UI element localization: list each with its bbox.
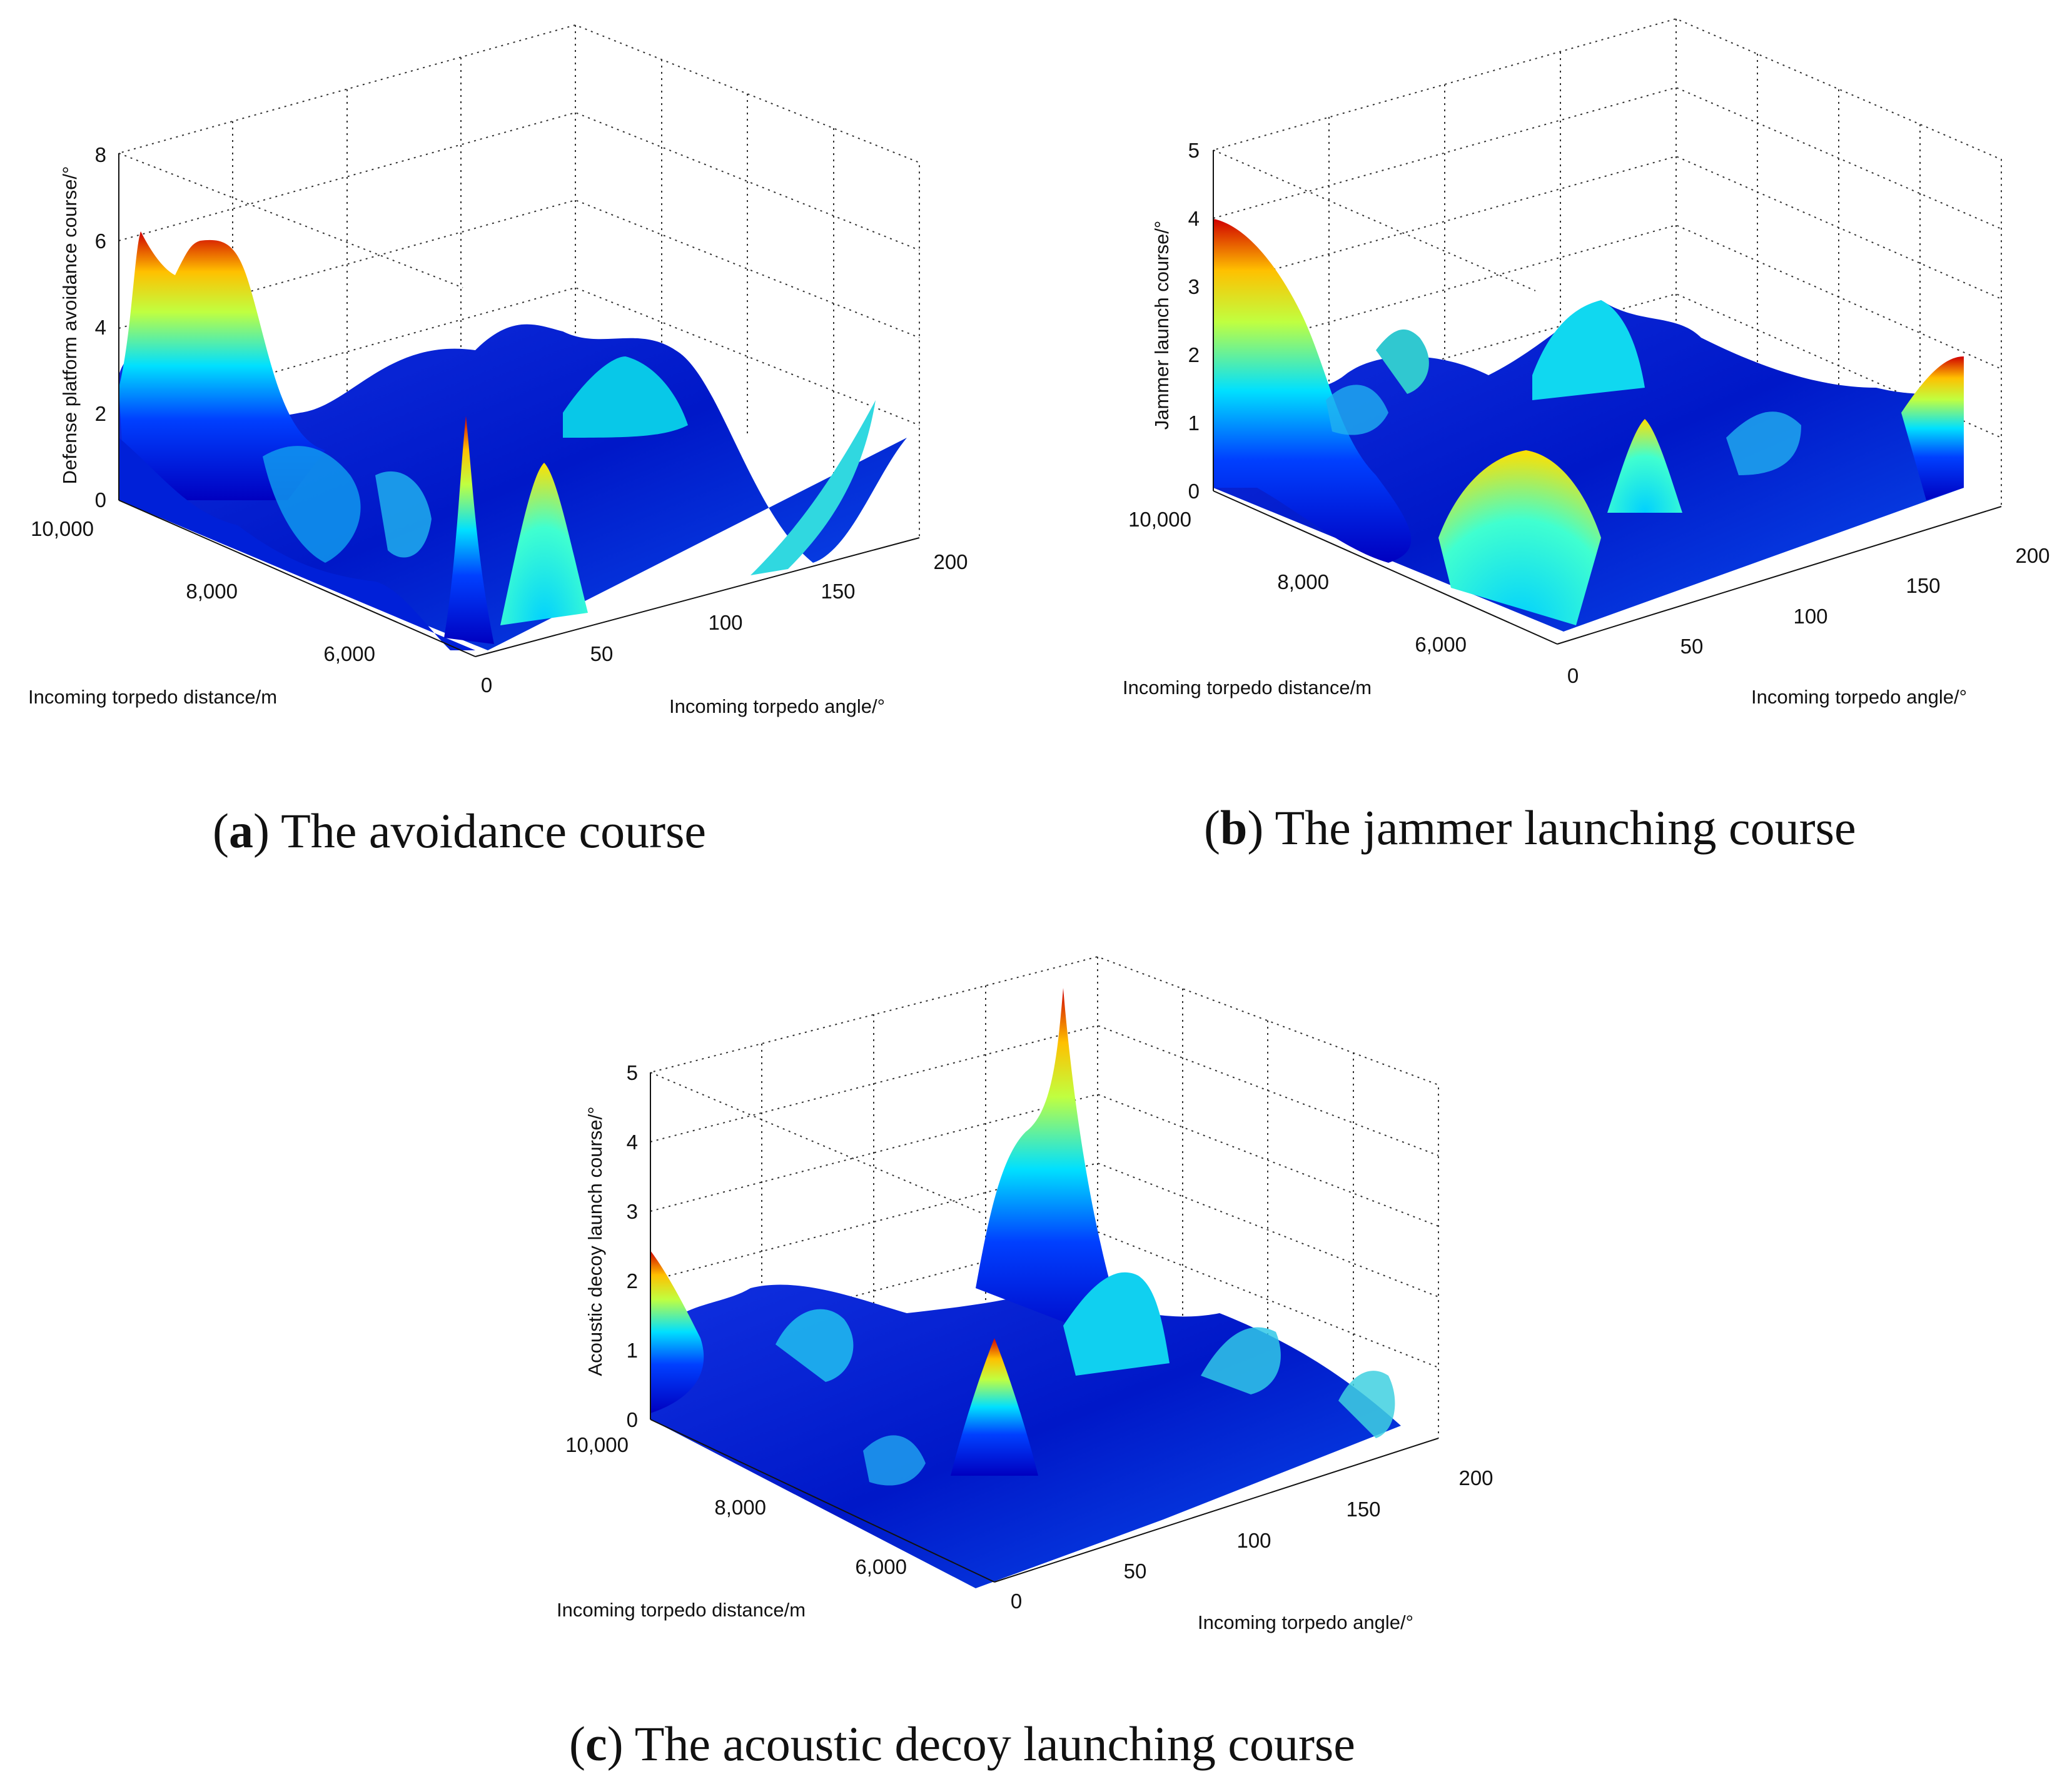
chart-c-y-ticks: 10,000 8,000 6,000	[565, 1433, 907, 1578]
chart-b-axes	[1213, 150, 2002, 645]
z-tick: 0	[95, 488, 106, 512]
caption-a: (a) The avoidance course	[213, 804, 706, 858]
z-tick: 2	[1188, 343, 1200, 366]
chart-c-axes	[650, 1072, 1439, 1583]
x-tick: 150	[1906, 574, 1940, 597]
chart-c-y-label: Incoming torpedo distance/m	[557, 1599, 806, 1621]
y-tick: 6,000	[855, 1555, 907, 1578]
chart-b-x-ticks: 0 50 100 150 200	[1567, 544, 2050, 687]
y-tick: 6,000	[323, 642, 375, 665]
z-tick: 4	[627, 1131, 638, 1154]
x-tick: 0	[1011, 1590, 1022, 1613]
caption-c: (c) The acoustic decoy launching course	[569, 1716, 1355, 1771]
x-tick: 150	[1346, 1498, 1380, 1521]
x-tick: 0	[1567, 664, 1579, 687]
chart-a-z-ticks: 0 2 4 6 8	[95, 143, 106, 512]
x-tick: 200	[933, 550, 968, 573]
y-tick: 10,000	[1128, 508, 1191, 531]
chart-b-z-ticks: 0 1 2 3 4 5	[1188, 139, 1200, 503]
y-tick: 10,000	[565, 1433, 629, 1456]
y-tick: 10,000	[31, 517, 94, 540]
chart-a-z-label: Defense platform avoidance course/°	[59, 166, 81, 485]
x-tick: 50	[1124, 1560, 1147, 1583]
z-tick: 1	[627, 1339, 638, 1362]
z-tick: 3	[627, 1200, 638, 1223]
chart-a-axes	[118, 153, 920, 657]
chart-c-z-ticks: 0 1 2 3 4 5	[627, 1061, 638, 1431]
y-tick: 8,000	[186, 580, 238, 603]
y-tick: 8,000	[1277, 570, 1329, 593]
x-tick: 50	[590, 642, 614, 665]
y-tick: 8,000	[714, 1496, 766, 1519]
chart-b-y-ticks: 10,000 8,000 6,000	[1128, 508, 1467, 656]
z-tick: 5	[1188, 139, 1200, 162]
z-tick: 5	[627, 1061, 638, 1084]
x-tick: 100	[708, 611, 742, 634]
chart-a-surface	[119, 231, 907, 650]
x-tick: 150	[821, 580, 855, 603]
chart-b-x-label: Incoming torpedo angle/°	[1751, 686, 1967, 708]
chart-a: 0 2 4 6 8 10,000 8,000 6,000 0 50 100 15…	[28, 24, 968, 717]
z-tick: 0	[1188, 480, 1200, 503]
z-tick: 6	[95, 229, 106, 253]
z-tick: 2	[627, 1269, 638, 1293]
chart-b-z-label: Jammer launch course/°	[1151, 221, 1173, 430]
x-tick: 0	[481, 673, 492, 697]
chart-c-x-ticks: 0 50 100 150 200	[1011, 1466, 1493, 1613]
chart-c-z-label: Acoustic decoy launch course/°	[584, 1106, 606, 1376]
z-tick: 1	[1188, 411, 1200, 435]
z-tick: 2	[95, 402, 106, 425]
chart-c: 0 1 2 3 4 5 10,000 8,000 6,000 0 50 100 …	[557, 955, 1493, 1633]
x-tick: 200	[2015, 544, 2049, 567]
caption-b: (b) The jammer launching course	[1204, 800, 1856, 855]
x-tick: 100	[1793, 605, 1827, 628]
chart-a-x-ticks: 0 50 100 150 200	[481, 550, 968, 697]
z-tick: 0	[627, 1408, 638, 1431]
x-tick: 100	[1236, 1529, 1271, 1552]
chart-b: 0 1 2 3 4 5 10,000 8,000 6,000 0 50 100 …	[1123, 18, 2050, 708]
y-tick: 6,000	[1415, 633, 1467, 656]
z-tick: 3	[1188, 275, 1200, 298]
z-tick: 8	[95, 143, 106, 166]
chart-a-y-label: Incoming torpedo distance/m	[28, 686, 277, 708]
chart-a-y-ticks: 10,000 8,000 6,000	[31, 517, 375, 665]
chart-b-y-label: Incoming torpedo distance/m	[1123, 677, 1372, 698]
chart-b-grid	[1213, 18, 2002, 506]
z-tick: 4	[1188, 207, 1200, 230]
x-tick: 200	[1458, 1466, 1493, 1489]
x-tick: 50	[1680, 635, 1704, 658]
chart-c-x-label: Incoming torpedo angle/°	[1198, 1611, 1413, 1633]
z-tick: 4	[95, 316, 106, 339]
chart-c-surface	[650, 988, 1401, 1588]
chart-a-x-label: Incoming torpedo angle/°	[669, 695, 885, 717]
chart-b-surface	[1213, 219, 1964, 632]
